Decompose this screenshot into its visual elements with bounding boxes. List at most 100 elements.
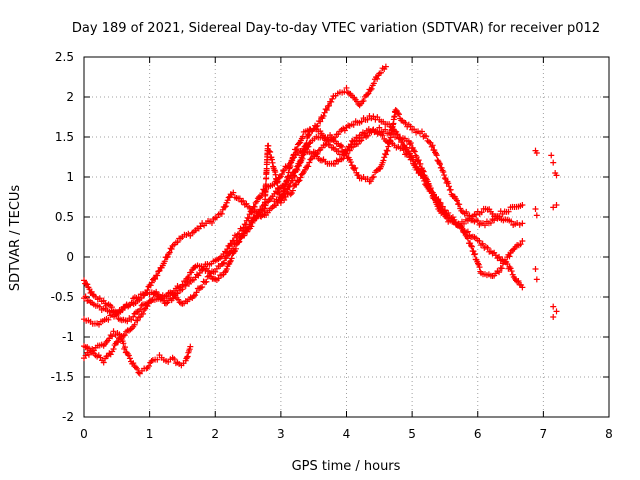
data-point [553, 202, 560, 208]
data-point [410, 147, 417, 154]
data-point [221, 259, 227, 266]
data-point [306, 131, 313, 138]
data-point [348, 162, 355, 169]
y-tick-label: 1.5 [55, 130, 74, 144]
data-point [230, 189, 237, 196]
data-point [382, 63, 389, 70]
data-point [445, 209, 452, 216]
data-point [508, 218, 515, 225]
data-point [96, 321, 102, 328]
data-point [228, 255, 235, 262]
data-point [227, 258, 234, 265]
data-marks [81, 63, 560, 377]
data-point [113, 312, 120, 319]
data-point [341, 127, 348, 134]
data-point [414, 157, 421, 164]
y-axis-label: SDTVAR / TECUs [8, 185, 23, 292]
data-point [258, 193, 265, 200]
data-point [203, 278, 210, 285]
data-point [329, 95, 336, 102]
data-point [519, 284, 526, 291]
data-point [171, 356, 178, 363]
data-point [128, 299, 135, 306]
data-point [295, 178, 302, 185]
data-point [282, 181, 289, 188]
data-point [484, 244, 491, 251]
data-point [474, 218, 481, 225]
data-point [346, 147, 353, 154]
data-point [411, 126, 418, 133]
data-point [479, 240, 486, 247]
data-point [161, 258, 168, 265]
data-point [147, 282, 154, 289]
data-point [380, 157, 387, 164]
data-point [468, 217, 475, 224]
data-point [218, 210, 225, 217]
data-point [424, 178, 431, 185]
data-point [364, 132, 371, 139]
data-point [100, 359, 107, 366]
data-point [377, 69, 384, 76]
data-point [85, 351, 92, 358]
y-tick-label: 0.5 [55, 210, 74, 224]
data-point [376, 124, 383, 131]
data-point [126, 355, 133, 362]
data-point [382, 151, 389, 158]
data-point [441, 172, 448, 179]
data-point [323, 106, 330, 113]
data-point [242, 221, 249, 228]
data-point [140, 310, 147, 317]
data-point [510, 246, 517, 253]
data-point [506, 253, 513, 260]
data-point [364, 91, 371, 98]
data-point [344, 89, 351, 96]
data-point [302, 143, 309, 150]
data-point [191, 264, 198, 271]
data-point [385, 143, 392, 150]
data-point [423, 133, 430, 140]
data-point [193, 289, 200, 296]
data-point [305, 163, 312, 170]
data-point [498, 265, 505, 272]
data-point [379, 132, 386, 139]
data-point [259, 212, 266, 219]
data-point [411, 148, 418, 155]
data-point [291, 173, 298, 180]
data-point [148, 279, 155, 286]
data-point [154, 356, 161, 363]
data-point [285, 184, 292, 191]
data-point [428, 189, 435, 196]
y-tick-label: 0 [66, 250, 74, 264]
data-point [222, 203, 229, 210]
data-point [289, 177, 296, 184]
data-point [496, 269, 503, 276]
data-point [471, 250, 478, 257]
data-point [464, 235, 471, 242]
data-point [550, 159, 557, 166]
data-point [131, 363, 138, 370]
y-tick-label: -1.5 [51, 370, 74, 384]
data-point [328, 98, 335, 105]
data-point [367, 178, 374, 185]
data-point [280, 167, 287, 174]
data-point [265, 142, 272, 149]
data-point [280, 191, 287, 198]
data-point [222, 269, 229, 276]
data-point [370, 173, 377, 180]
data-point [396, 111, 402, 118]
data-point [277, 195, 284, 202]
data-point [326, 102, 332, 109]
data-point [341, 88, 348, 95]
data-point [503, 258, 510, 265]
data-point [468, 242, 475, 249]
data-point [298, 157, 305, 164]
data-point [184, 354, 191, 361]
y-tick-label: 1 [66, 170, 74, 184]
data-point [110, 328, 117, 335]
data-point [508, 268, 515, 275]
data-point [320, 113, 327, 120]
data-point [221, 204, 228, 211]
data-point [426, 183, 433, 190]
